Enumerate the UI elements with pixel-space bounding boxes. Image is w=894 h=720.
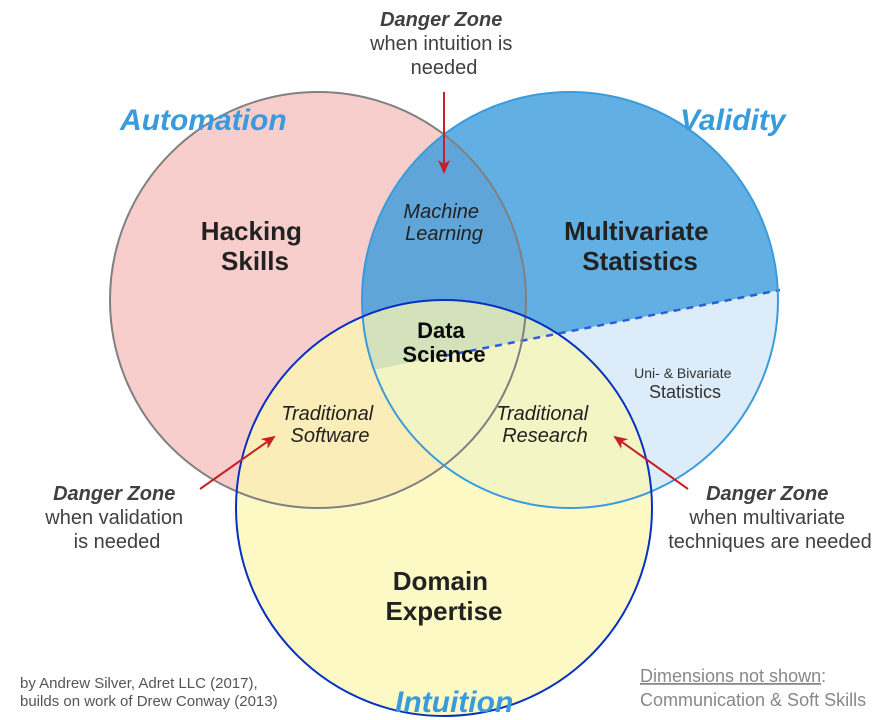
danger-zone-right: Danger Zone when multivariate techniques… (668, 483, 872, 553)
label-validity: Validity (680, 104, 787, 137)
label-multivariate-statistics: Multivariate Statistics (564, 216, 716, 276)
danger-zone-left: Danger Zone when validation is needed (44, 483, 188, 553)
danger-zone-top: Danger Zone when intuition is needed (369, 9, 518, 79)
label-intuition: Intuition (395, 686, 513, 719)
label-uni-bivariate: Uni- & Bivariate Statistics (634, 365, 736, 402)
label-machine-learning: Machine Learning (403, 201, 484, 245)
label-traditional-software: Traditional Software (281, 403, 378, 447)
footer-dimensions: Dimensions not shown: Communication & So… (640, 666, 866, 710)
label-traditional-research: Traditional Research (496, 403, 593, 447)
label-domain-expertise: Domain Expertise (385, 566, 502, 626)
label-automation: Automation (119, 104, 287, 137)
footer-credit: by Andrew Silver, Adret LLC (2017), buil… (20, 675, 278, 710)
venn-diagram: Automation Validity Intuition Hacking Sk… (0, 0, 894, 720)
